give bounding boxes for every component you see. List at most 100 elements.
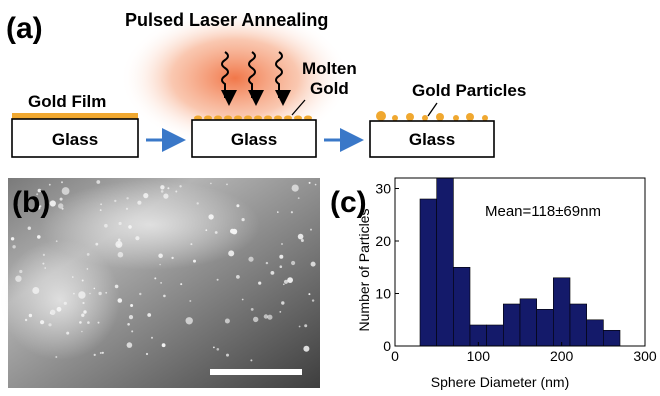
sem-particle	[154, 277, 157, 280]
gold-particles	[376, 111, 488, 121]
sem-particle	[78, 291, 86, 299]
sem-particle	[81, 279, 84, 282]
molten-pointer	[291, 99, 306, 116]
sem-particle	[63, 301, 67, 305]
sem-particle	[50, 309, 56, 315]
sem-particle	[279, 265, 283, 269]
particles-pointer	[427, 102, 438, 117]
sem-particle	[79, 321, 82, 324]
sem-particle	[290, 211, 293, 214]
sem-particle	[40, 320, 45, 325]
sem-particle	[279, 311, 282, 313]
sem-particle	[250, 308, 254, 311]
sem-particle	[179, 185, 182, 188]
sem-particle	[171, 256, 174, 260]
sem-particle	[89, 292, 91, 295]
sem-particle	[281, 301, 285, 305]
sem-particle	[160, 282, 163, 284]
sem-particle	[36, 193, 39, 196]
sem-particle	[115, 240, 123, 248]
sem-particle	[314, 183, 317, 186]
mean-annotation: Mean=118±69nm	[485, 203, 601, 220]
laser-label: Pulsed Laser Annealing	[125, 10, 328, 30]
sem-particle	[42, 253, 46, 256]
sem-particle	[131, 330, 134, 333]
sem-particle	[147, 313, 152, 317]
sem-particle	[250, 359, 253, 362]
sem-particle	[15, 275, 22, 282]
sem-particle	[101, 351, 104, 354]
sem-particle	[114, 199, 117, 203]
y-tick-label: 20	[375, 233, 391, 249]
histogram-bar	[602, 329, 621, 347]
sem-particle	[87, 321, 90, 324]
sem-particle	[99, 352, 102, 354]
sem-particle	[135, 236, 140, 241]
gold-film-label: Gold Film	[28, 92, 106, 111]
x-tick-label: 100	[467, 348, 491, 364]
sem-particle	[139, 292, 142, 296]
sem-particle	[253, 316, 259, 323]
sem-particle	[208, 214, 214, 220]
sem-particle	[308, 293, 311, 296]
x-axis-label: Sphere Diameter (nm)	[431, 374, 570, 390]
histogram-bar	[586, 319, 604, 347]
sem-particle	[216, 278, 219, 281]
sem-particle	[66, 331, 70, 335]
y-tick-label: 30	[375, 181, 391, 197]
glass-substrate-3	[369, 120, 495, 158]
glass-label-3: Glass	[409, 130, 455, 149]
sem-particle	[37, 235, 41, 239]
sem-particle	[95, 242, 99, 246]
sem-particle	[224, 318, 230, 324]
sem-particle	[117, 298, 123, 303]
sem-particle	[308, 181, 311, 184]
sem-particle	[298, 325, 301, 328]
sem-particle	[210, 182, 212, 185]
scale-bar	[210, 369, 302, 375]
sem-particle	[93, 287, 96, 290]
glass-label-2: Glass	[231, 130, 277, 149]
laser-pulse-arrow-1	[221, 51, 237, 106]
glass-substrate-2	[191, 119, 317, 158]
histogram-bar	[486, 324, 504, 347]
y-tick-label: 0	[383, 338, 391, 354]
laser-pulse-arrow-2	[248, 51, 264, 106]
sem-particle	[96, 180, 101, 184]
sem-particle	[159, 263, 161, 266]
sem-particle	[72, 276, 74, 278]
sem-particle	[56, 306, 62, 312]
sem-bright-region	[40, 180, 260, 270]
glass-substrate-1	[11, 118, 139, 158]
sem-particle	[267, 314, 273, 320]
sem-particle	[281, 243, 283, 245]
sem-particle	[48, 323, 52, 327]
x-tick-label: 200	[550, 348, 574, 364]
histogram-bar	[436, 177, 454, 347]
sem-particle	[117, 251, 124, 258]
histogram: 0 100 200 300 0 10 20 30	[375, 177, 657, 364]
sem-particle	[93, 353, 96, 356]
sem-particle	[27, 226, 31, 230]
sem-particle	[265, 261, 269, 265]
sem-particle	[228, 250, 235, 257]
sem-particle	[241, 218, 245, 222]
sem-particle	[214, 231, 218, 234]
sem-particle	[127, 323, 130, 326]
sem-particle	[81, 313, 85, 317]
y-axis-label: Number of Particles	[356, 209, 372, 332]
molten-label-line2: Gold	[310, 79, 349, 98]
sem-particle	[236, 204, 240, 208]
sem-particle	[83, 310, 87, 314]
plot-frame	[394, 177, 646, 347]
sem-particle	[311, 299, 315, 302]
sem-particle	[167, 187, 170, 190]
sem-particle	[303, 345, 310, 352]
sem-particle	[126, 197, 129, 200]
histogram-bar	[536, 308, 554, 347]
panel-a-label: (a)	[6, 12, 43, 45]
laser-glow	[120, 8, 350, 148]
sem-particle	[61, 181, 63, 184]
sem-particle	[105, 291, 108, 294]
sem-particle	[163, 294, 166, 298]
